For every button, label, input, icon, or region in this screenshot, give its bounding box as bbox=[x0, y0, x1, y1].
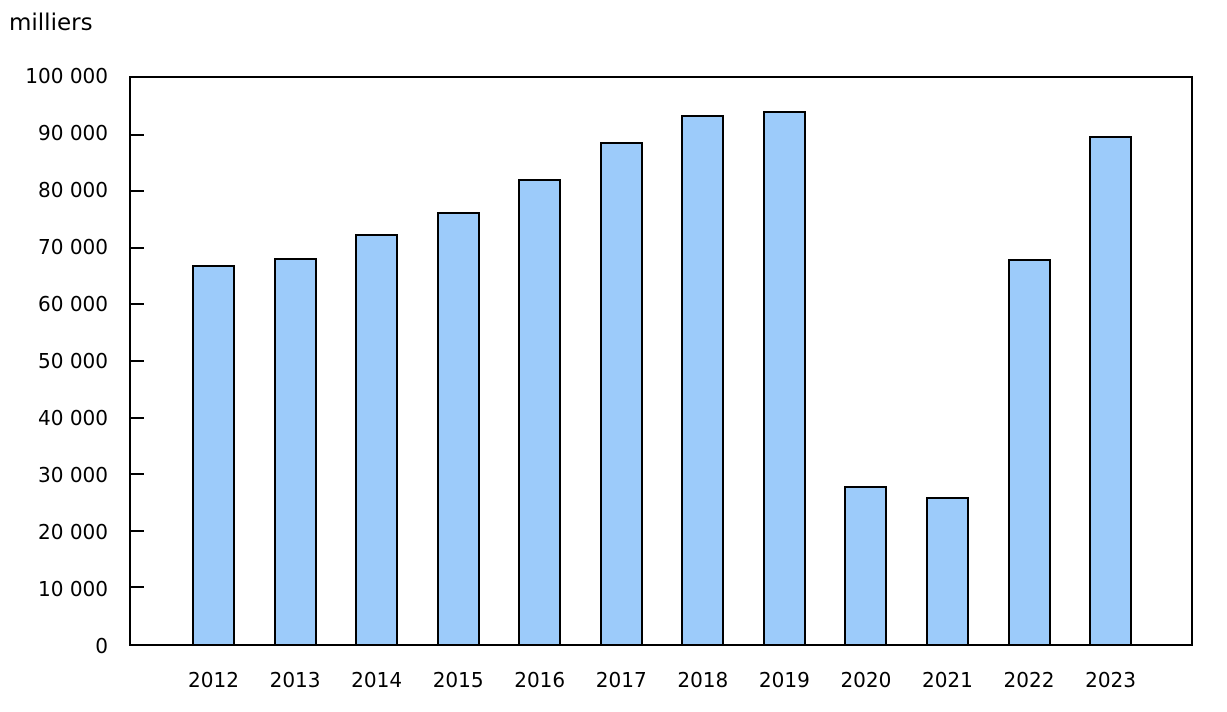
y-axis-tick bbox=[131, 247, 144, 249]
y-axis-tick bbox=[131, 303, 144, 305]
y-axis-tick bbox=[131, 417, 144, 419]
y-axis-tick bbox=[131, 190, 144, 192]
bar-2012 bbox=[192, 265, 235, 644]
y-axis-tick bbox=[131, 586, 144, 588]
x-axis-tick-label-2016: 2016 bbox=[514, 668, 566, 692]
bar-2021 bbox=[925, 497, 969, 644]
bar-2014 bbox=[355, 234, 399, 644]
y-axis-tick bbox=[131, 530, 144, 532]
x-axis-tick-label-2013: 2013 bbox=[269, 668, 321, 692]
y-axis-tick bbox=[131, 473, 144, 475]
bar-2018 bbox=[681, 115, 725, 644]
y-axis: 0 10 000 20 000 30 000 40 000 50 000 60 000 70 … bbox=[0, 66, 108, 656]
x-axis-tick-label-2015: 2015 bbox=[432, 668, 484, 692]
bar-2023 bbox=[1089, 136, 1133, 644]
x-axis-tick-label-2019: 2019 bbox=[758, 668, 810, 692]
y-axis-tick-label: 50 000 bbox=[38, 349, 108, 373]
x-axis-tick-label-2014: 2014 bbox=[351, 668, 403, 692]
x-axis-tick-label-2022: 2022 bbox=[1003, 668, 1055, 692]
x-axis-tick-label-2023: 2023 bbox=[1085, 668, 1136, 692]
x-axis-tick-label-2018: 2018 bbox=[677, 668, 729, 692]
y-axis-tick-label: 20 000 bbox=[38, 520, 108, 544]
bar-2020 bbox=[844, 486, 888, 644]
bar-2022 bbox=[1007, 259, 1051, 644]
bar-2016 bbox=[518, 179, 562, 644]
y-axis-tick-label: 0 bbox=[95, 634, 108, 658]
bar-2019 bbox=[762, 111, 806, 644]
y-axis-tick-label: 100 000 bbox=[25, 64, 108, 88]
x-axis-tick-label-2020: 2020 bbox=[840, 668, 892, 692]
x-axis: 2012 2013 2014 2015 2016 2017 2018 2019 2020 2021… bbox=[0, 669, 1227, 697]
bar-2017 bbox=[599, 142, 643, 644]
y-axis-tick-label: 90 000 bbox=[38, 121, 108, 145]
y-axis-tick-label: 70 000 bbox=[38, 235, 108, 259]
y-axis-tick-label: 30 000 bbox=[38, 463, 108, 487]
y-axis-tick-label: 40 000 bbox=[38, 406, 108, 430]
y-axis-tick bbox=[131, 360, 144, 362]
plot-area bbox=[129, 76, 1193, 646]
y-axis-tick bbox=[131, 134, 144, 136]
y-axis-tick-label: 80 000 bbox=[38, 178, 108, 202]
bar-2013 bbox=[273, 258, 317, 644]
bar-2015 bbox=[436, 212, 480, 644]
x-axis-tick-label-2012: 2012 bbox=[188, 668, 239, 692]
x-axis-tick-label-2021: 2021 bbox=[921, 668, 973, 692]
x-axis-tick-label-2017: 2017 bbox=[595, 668, 647, 692]
y-axis-tick-label: 10 000 bbox=[38, 577, 108, 601]
y-axis-tick-label: 60 000 bbox=[38, 292, 108, 316]
y-axis-unit-label: milliers bbox=[9, 10, 93, 36]
